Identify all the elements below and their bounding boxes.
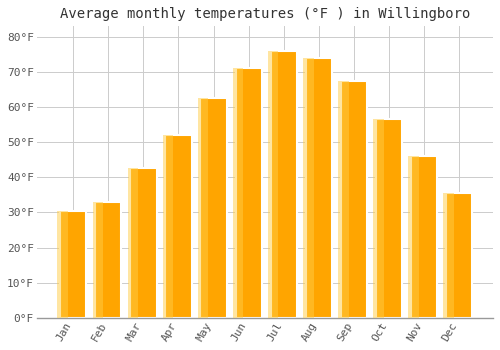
Bar xyxy=(162,135,173,318)
Bar xyxy=(341,81,367,318)
Bar xyxy=(166,135,192,318)
Bar xyxy=(92,202,103,318)
Bar xyxy=(306,58,332,318)
Bar xyxy=(408,156,419,318)
Bar xyxy=(233,68,243,318)
Title: Average monthly temperatures (°F ) in Willingboro: Average monthly temperatures (°F ) in Wi… xyxy=(60,7,470,21)
Bar xyxy=(338,81,348,318)
Bar xyxy=(198,98,208,318)
Bar xyxy=(411,156,437,318)
Bar xyxy=(200,98,226,318)
Bar xyxy=(236,68,262,318)
Bar xyxy=(303,58,314,318)
Bar xyxy=(95,202,122,318)
Bar xyxy=(128,168,138,318)
Bar xyxy=(376,119,402,318)
Bar xyxy=(60,211,86,318)
Bar xyxy=(58,211,68,318)
Bar xyxy=(444,193,454,318)
Bar xyxy=(268,51,278,318)
Bar xyxy=(130,168,156,318)
Bar xyxy=(270,51,297,318)
Bar xyxy=(373,119,384,318)
Bar xyxy=(446,193,472,318)
